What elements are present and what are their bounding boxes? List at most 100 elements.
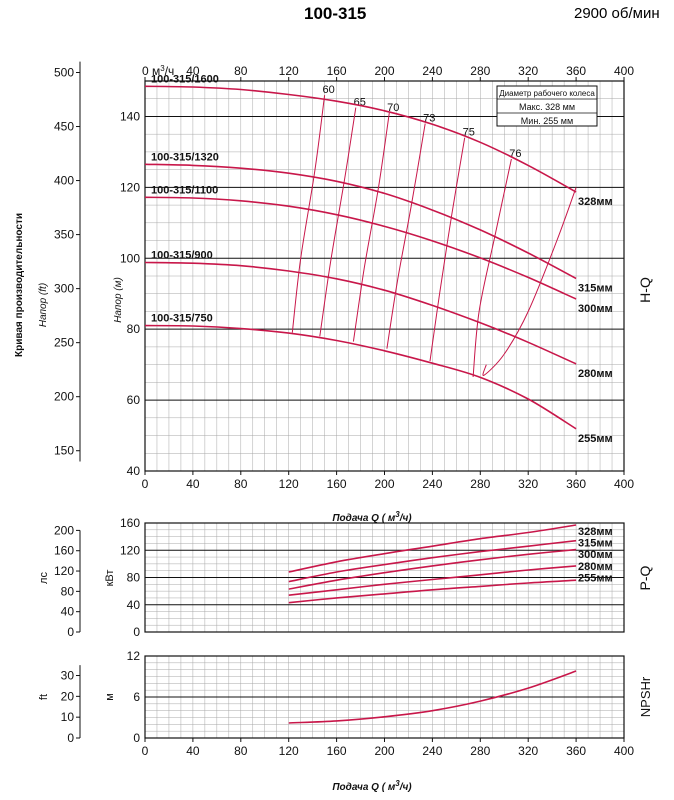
npsh-tag: NPSHr xyxy=(638,676,653,717)
impeller-legend-box xyxy=(496,85,598,127)
hq-top-xtick-label: 120 xyxy=(279,64,299,78)
pq-ylabel-hp: лс xyxy=(38,572,50,584)
hq-curve-300мм xyxy=(144,196,577,300)
pq-tag: P-Q xyxy=(637,565,653,590)
hq-ym-tick-label: 60 xyxy=(127,393,141,407)
efficiency-label: 70 xyxy=(387,102,399,114)
pq-ykw-tick-label: 120 xyxy=(120,543,140,557)
pq-curve-255мм xyxy=(288,579,577,604)
efficiency-line-60 xyxy=(291,95,326,333)
hq-curve-model-label: 100-315/1600 xyxy=(151,73,219,85)
npsh-ym-tick-label: 6 xyxy=(133,690,140,704)
hq-yft-tick-label: 500 xyxy=(54,65,74,79)
hq-curve-diameter-label: 300мм xyxy=(578,303,613,315)
hq-xtick-label: 200 xyxy=(374,477,394,491)
impeller-legend-title: Диаметр рабочего колеса xyxy=(499,89,595,98)
hq-ym-tick-label: 140 xyxy=(120,109,140,123)
npsh-yft-tick-label: 30 xyxy=(61,669,75,683)
hq-curve-model-label: 100-315/1100 xyxy=(151,184,218,196)
hq-panel: 0 40 80 120 160 200 240 280 320 360 400 0 м3/ч 40 80 1… xyxy=(14,61,653,491)
pq-curve-label: 280мм xyxy=(578,561,613,573)
hq-yft-tick-label: 300 xyxy=(54,282,74,296)
efficiency-line-65 xyxy=(319,107,357,337)
pq-ylabel-kw: кВт xyxy=(104,570,116,587)
hq-top-xtick-label: 360 xyxy=(566,64,586,78)
hq-xtick-label: 120 xyxy=(279,477,299,491)
pq-curve-label: 328мм xyxy=(578,526,613,538)
npsh-xlabel: Подача Q ( м3/ч) xyxy=(332,779,412,794)
hq-ym-tick-label: 120 xyxy=(120,180,140,194)
hq-yft-tick-label: 450 xyxy=(54,120,74,134)
efficiency-label: 60 xyxy=(323,84,335,96)
hq-top-xtick-label: 40 xyxy=(186,64,200,78)
speed-label: 2900 об/мин xyxy=(574,5,660,22)
hq-ylabel-ft: Напор (ft) xyxy=(38,283,49,327)
hq-top-xtick-label: 80 xyxy=(234,64,248,78)
pq-curve-300мм xyxy=(288,548,577,590)
npsh-xtick-label: 0 xyxy=(142,744,149,758)
npsh-xtick-label: 360 xyxy=(566,744,586,758)
pq-panel: 0 40 80 120 160 0 40 80 120 160 200 кВт лс P-Q 328мм31… xyxy=(38,516,653,639)
pq-yhp-tick-label: 0 xyxy=(67,625,74,639)
hq-top-xtick-label: 400 xyxy=(614,64,634,78)
hq-side-label: Кривая производительности xyxy=(14,213,25,357)
hq-xtick-label: 280 xyxy=(470,477,490,491)
pq-curve-280мм xyxy=(288,565,577,596)
npsh-ym-tick-label: 12 xyxy=(127,649,141,663)
hq-tag: H-Q xyxy=(637,277,653,303)
model-title: 100-315 xyxy=(304,4,367,23)
hq-curve-diameter-label: 328мм xyxy=(578,196,613,208)
npsh-xtick-label: 400 xyxy=(614,744,634,758)
hq-xtick-label: 240 xyxy=(422,477,442,491)
npsh-yft-tick-label: 0 xyxy=(67,731,74,745)
pq-curve-label: 315мм xyxy=(578,538,613,550)
npsh-yft-tick-label: 20 xyxy=(61,689,75,703)
pq-yhp-tick-label: 80 xyxy=(61,584,75,598)
efficiency-line-70 xyxy=(352,112,390,342)
pq-yhp-tick-label: 120 xyxy=(54,564,74,578)
efficiency-line-76 xyxy=(472,158,512,378)
pq-curve-328мм xyxy=(288,524,577,573)
npsh-ylabel-m: м xyxy=(104,693,116,701)
pq-ykw-tick-label: 80 xyxy=(127,571,141,585)
pq-curve-315мм xyxy=(288,539,577,583)
hq-curve-315мм xyxy=(144,163,577,280)
impeller-legend-max: Макс. 328 мм xyxy=(519,102,575,112)
hq-curve-model-label: 100-315/1320 xyxy=(151,151,219,163)
pq-yhp-tick-label: 200 xyxy=(54,523,74,537)
hq-top-xtick-label: 200 xyxy=(374,64,394,78)
hq-xtick-label: 360 xyxy=(566,477,586,491)
hq-xtick-label: 40 xyxy=(186,477,200,491)
npsh-xtick-label: 320 xyxy=(518,744,538,758)
hq-curve-diameter-label: 315мм xyxy=(578,282,613,294)
hq-top-xtick-label: 320 xyxy=(518,64,538,78)
pq-curve-label: 300мм xyxy=(578,549,613,561)
hq-top-xtick-label: 160 xyxy=(327,64,347,78)
npsh-curve xyxy=(288,670,577,724)
efficiency-line-75 xyxy=(429,137,466,362)
npsh-xtick-label: 200 xyxy=(374,744,394,758)
hq-top-xtick-label: 0 м3/ч xyxy=(142,64,174,79)
hq-ym-tick-label: 100 xyxy=(120,251,140,265)
pq-ykw-tick-label: 160 xyxy=(120,516,140,530)
pq-ykw-tick-label: 0 xyxy=(133,625,140,639)
hq-yft-tick-label: 150 xyxy=(54,444,74,458)
npsh-ym-tick-label: 0 xyxy=(133,731,140,745)
hq-curve-model-label: 100-315/900 xyxy=(151,250,213,262)
hq-top-xtick-label: 280 xyxy=(470,64,490,78)
impeller-legend-min: Мин. 255 мм xyxy=(521,116,573,126)
hq-curve-model-label: 100-315/750 xyxy=(151,313,213,325)
hq-top-xtick-label: 240 xyxy=(422,64,442,78)
hq-yft-tick-label: 400 xyxy=(54,174,74,188)
hq-xlabel: Подача Q ( м3/ч) xyxy=(332,510,412,525)
pq-yhp-tick-label: 40 xyxy=(61,605,75,619)
hq-curve-diameter-label: 255мм xyxy=(578,433,613,445)
hq-xtick-label: 0 xyxy=(142,477,149,491)
pq-curve-label: 255мм xyxy=(578,572,613,584)
efficiency-line-73 xyxy=(386,123,426,349)
pq-frame xyxy=(144,522,625,633)
npsh-xtick-label: 240 xyxy=(422,744,442,758)
hq-ym-tick-label: 80 xyxy=(127,322,141,336)
npsh-ylabel-ft: ft xyxy=(38,694,50,700)
